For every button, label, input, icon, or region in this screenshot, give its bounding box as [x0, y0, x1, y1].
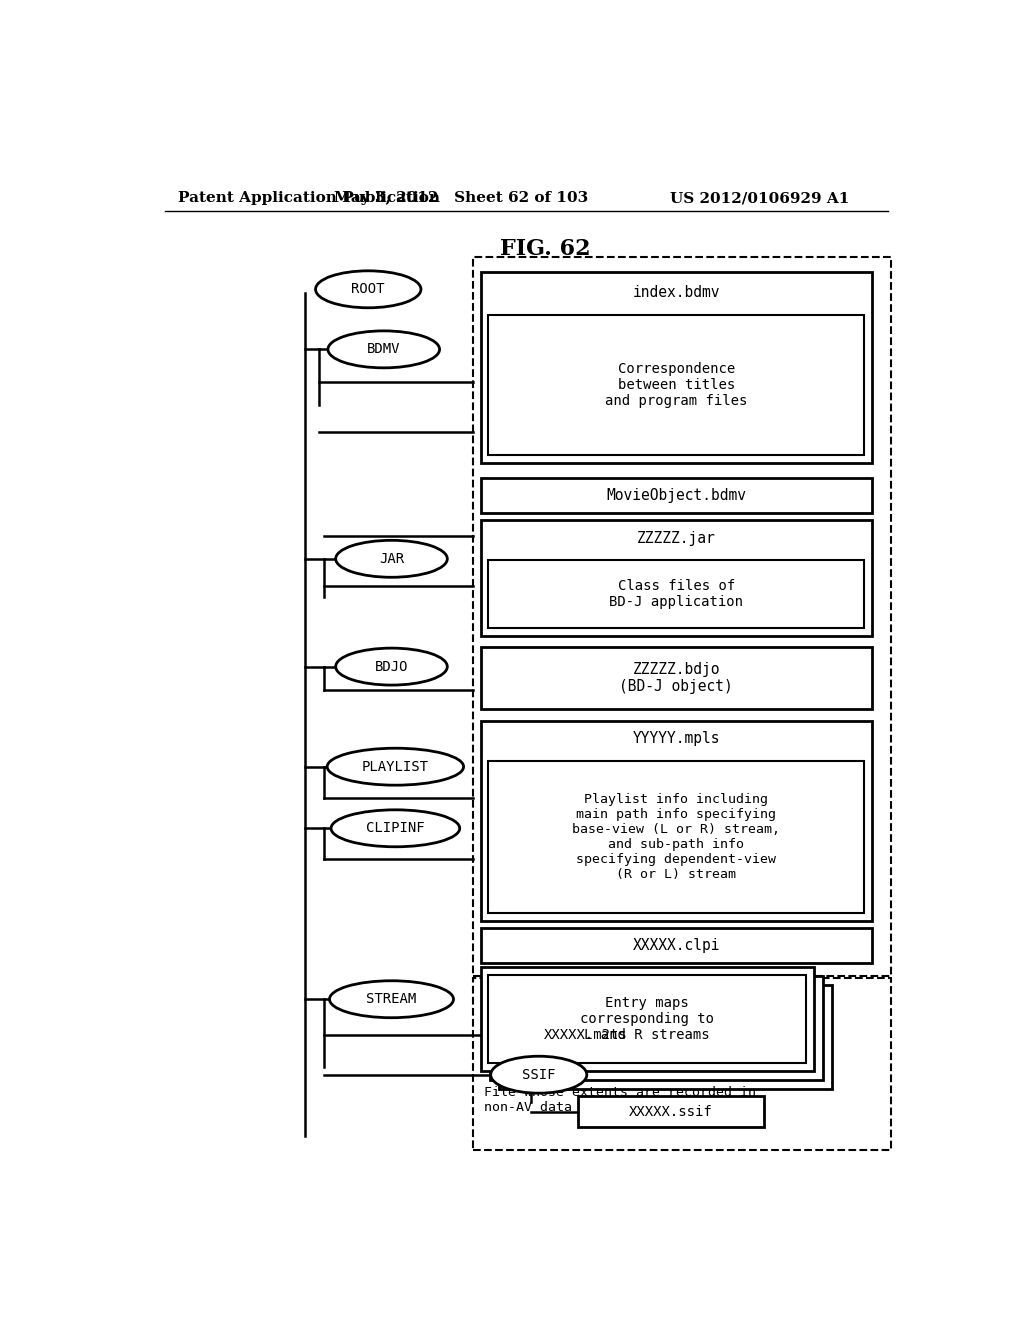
Text: BDJO: BDJO — [375, 660, 409, 673]
Text: SSIF: SSIF — [522, 1068, 555, 1081]
Bar — [473, 257, 891, 977]
Text: Patent Application Publication: Patent Application Publication — [178, 191, 440, 206]
Bar — [480, 647, 872, 709]
Text: CLIPINF: CLIPINF — [366, 821, 425, 836]
Bar — [500, 985, 833, 1089]
Text: ZZZZZ.jar: ZZZZZ.jar — [637, 531, 716, 546]
Bar — [480, 721, 872, 921]
Text: FIG. 62: FIG. 62 — [500, 239, 591, 260]
Text: BDMV: BDMV — [367, 342, 400, 356]
Bar — [480, 272, 872, 462]
Text: MovieObject.bdmv: MovieObject.bdmv — [606, 488, 746, 503]
Bar — [480, 478, 872, 512]
Bar — [493, 1019, 678, 1051]
Text: XXXXX.clpi: XXXXX.clpi — [633, 939, 720, 953]
Bar — [489, 977, 823, 1080]
Text: Correspondence
between titles
and program files: Correspondence between titles and progra… — [605, 362, 748, 408]
Text: File whose extents are recorded in
non-AV data recording area: File whose extents are recorded in non-A… — [484, 1086, 757, 1114]
Text: index.bdmv: index.bdmv — [633, 285, 720, 300]
Text: XXXXX.m2ts: XXXXX.m2ts — [544, 1028, 627, 1041]
Text: Entry maps
corresponding to
L and R streams: Entry maps corresponding to L and R stre… — [581, 995, 715, 1041]
Text: May 3, 2012   Sheet 62 of 103: May 3, 2012 Sheet 62 of 103 — [334, 191, 589, 206]
Bar — [480, 966, 814, 1071]
Text: US 2012/0106929 A1: US 2012/0106929 A1 — [671, 191, 850, 206]
Ellipse shape — [330, 981, 454, 1018]
Bar — [578, 1096, 764, 1127]
Text: JAR: JAR — [379, 552, 404, 566]
Text: ZZZZZ.bdjo
(BD-J object): ZZZZZ.bdjo (BD-J object) — [620, 661, 733, 694]
Text: STREAM: STREAM — [367, 993, 417, 1006]
Text: Class files of
BD-J application: Class files of BD-J application — [609, 579, 743, 610]
Ellipse shape — [490, 1056, 587, 1093]
Ellipse shape — [328, 331, 439, 368]
Bar — [488, 760, 864, 913]
Bar — [480, 928, 872, 964]
Bar — [473, 978, 891, 1150]
Bar — [480, 520, 872, 636]
Ellipse shape — [336, 648, 447, 685]
Text: XXXXX.ssif: XXXXX.ssif — [629, 1105, 713, 1118]
Bar — [488, 974, 806, 1063]
Bar — [488, 561, 864, 628]
Text: PLAYLIST: PLAYLIST — [361, 760, 429, 774]
Bar — [488, 314, 864, 455]
Text: Playlist info including
main path info specifying
base-view (L or R) stream,
and: Playlist info including main path info s… — [572, 793, 780, 880]
Ellipse shape — [331, 810, 460, 847]
Text: YYYYY.mpls: YYYYY.mpls — [633, 731, 720, 747]
Ellipse shape — [336, 540, 447, 577]
Ellipse shape — [328, 748, 464, 785]
Text: ROOT: ROOT — [351, 282, 385, 296]
Ellipse shape — [315, 271, 421, 308]
